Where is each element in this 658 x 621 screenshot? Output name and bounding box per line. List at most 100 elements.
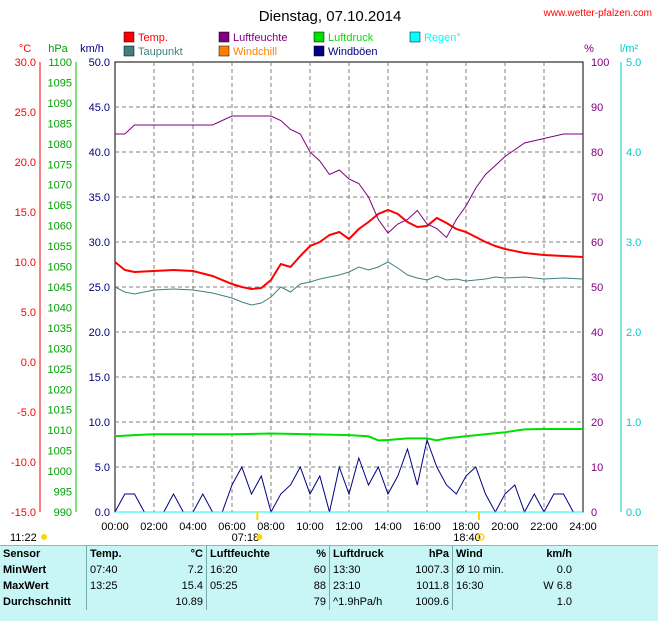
sunrise-icon bbox=[256, 534, 263, 540]
pressure-tick-label: 1045 bbox=[48, 282, 72, 294]
pressure-tick-label: 1020 bbox=[48, 384, 72, 396]
pressure-tick-label: 1075 bbox=[48, 159, 72, 171]
stats-press-time: 13:30 bbox=[329, 562, 396, 578]
series-line-temp bbox=[114, 261, 584, 306]
humidity-tick-label: 50 bbox=[591, 282, 603, 294]
pressure-tick-label: 1040 bbox=[48, 302, 72, 314]
legend-swatch bbox=[218, 31, 230, 43]
rain-tick-label: 3.0 bbox=[626, 237, 641, 249]
chart-title: Dienstag, 07.10.2014 bbox=[259, 8, 402, 25]
temp-tick-label: -5.0 bbox=[17, 407, 36, 419]
sun-times: 11:22 07:18 18:40 bbox=[10, 512, 485, 544]
stats-hum-value: 60 bbox=[313, 564, 326, 576]
site-url: www.wetter-pfalzen.com bbox=[543, 8, 652, 19]
rain-tick-label: 4.0 bbox=[626, 147, 641, 159]
wind-tick-label: 10.0 bbox=[89, 417, 110, 429]
stats-row-min: MinWert 07:40 7.2 16:20 60 13:30 1007.3 … bbox=[0, 562, 575, 578]
legend-swatch bbox=[409, 31, 421, 43]
stats-table: Sensor Temp. °C Luftfeuchte % Luftdruck … bbox=[0, 546, 575, 610]
time-tick-label: 06:00 bbox=[218, 521, 246, 533]
stats-temp-time: 13:25 bbox=[86, 578, 148, 594]
legend-label: Temp. bbox=[138, 32, 168, 44]
wind-tick-label: 40.0 bbox=[89, 147, 110, 159]
time-tick-label: 22:00 bbox=[530, 521, 558, 533]
sunset-icon bbox=[477, 533, 485, 541]
axis-unit-label: km/h bbox=[80, 43, 104, 55]
stats-header-hum: Luftfeuchte bbox=[206, 546, 293, 562]
stats-header-sensor: Sensor bbox=[3, 548, 41, 560]
time-tick-label: 14:00 bbox=[374, 521, 402, 533]
humidity-tick-label: 100 bbox=[591, 57, 609, 69]
stats-wind-value: W 6.8 bbox=[543, 580, 572, 592]
time-tick-label: 12:00 bbox=[335, 521, 363, 533]
rain-tick-label: 2.0 bbox=[626, 327, 641, 339]
wind-tick-label: 25.0 bbox=[89, 282, 110, 294]
stats-hum-value: 88 bbox=[313, 580, 326, 592]
stats-temp-value: 7.2 bbox=[187, 564, 203, 576]
legend-label: Regen° bbox=[424, 32, 461, 44]
temp-tick-label: 0.0 bbox=[21, 357, 36, 369]
temp-tick-label: 5.0 bbox=[21, 307, 36, 319]
stats-press-time: ^1.9hPa/h bbox=[329, 594, 396, 610]
pressure-tick-label: 1100 bbox=[48, 57, 72, 69]
pressure-tick-label: 990 bbox=[54, 507, 72, 519]
stats-panel: Sensor Temp. °C Luftfeuchte % Luftdruck … bbox=[0, 545, 658, 621]
pressure-tick-label: 1080 bbox=[48, 139, 72, 151]
sunset-time: 18:40 bbox=[453, 532, 481, 544]
time-tick-label: 24:00 bbox=[569, 521, 597, 533]
wind-tick-label: 5.0 bbox=[95, 462, 110, 474]
wind-tick-label: 15.0 bbox=[89, 372, 110, 384]
stats-hum-time bbox=[206, 594, 293, 610]
humidity-tick-label: 60 bbox=[591, 237, 603, 249]
wind-tick-label: 0.0 bbox=[95, 507, 110, 519]
x-axis-ticks: 00:00 02:00 04:00 06:00 08:00 10:00 12:00 14:00… bbox=[101, 521, 597, 533]
stats-header-press: Luftdruck bbox=[329, 546, 396, 562]
pressure-tick-label: 1050 bbox=[48, 262, 72, 274]
series-line-temp bbox=[114, 208, 584, 291]
pressure-tick-label: 1000 bbox=[48, 466, 72, 478]
wind-tick-label: 30.0 bbox=[89, 237, 110, 249]
pressure-tick-label: 1070 bbox=[48, 180, 72, 192]
temp-tick-label: -15.0 bbox=[11, 507, 36, 519]
time-tick-label: 00:00 bbox=[101, 521, 129, 533]
legend: Temp. Luftfeuchte Luftdruck Regen° Taupunkt W… bbox=[123, 31, 461, 58]
wind-tick-label: 50.0 bbox=[89, 57, 110, 69]
legend-label: Taupunkt bbox=[138, 46, 183, 58]
temp-tick-label: 15.0 bbox=[15, 207, 36, 219]
time-tick-label: 04:00 bbox=[179, 521, 207, 533]
temp-tick-label: -10.0 bbox=[11, 457, 36, 469]
stats-header-wind-unit: km/h bbox=[546, 548, 572, 560]
humidity-tick-label: 90 bbox=[591, 102, 603, 114]
stats-temp-value: 10.89 bbox=[175, 596, 203, 608]
stats-press-time: 23:10 bbox=[329, 578, 396, 594]
pressure-tick-label: 1010 bbox=[48, 425, 72, 437]
time-tick-label: 02:00 bbox=[140, 521, 168, 533]
legend-swatch bbox=[313, 45, 325, 57]
humidity-tick-label: 20 bbox=[591, 417, 603, 429]
stats-row-max: MaxWert 13:25 15.4 05:25 88 23:10 1011.8… bbox=[0, 578, 575, 594]
stats-wind-value: 1.0 bbox=[556, 596, 572, 608]
stats-header-hum-unit: % bbox=[316, 548, 326, 560]
pressure-tick-label: 1085 bbox=[48, 118, 72, 130]
axis-units: °C hPa km/h% l/m² bbox=[19, 43, 639, 55]
stats-hum-time: 16:20 bbox=[206, 562, 293, 578]
stats-row-avg: Durchschnitt 10.89 79 ^1.9hPa/h 1009.6 1… bbox=[0, 594, 575, 610]
pressure-tick-label: 1055 bbox=[48, 241, 72, 253]
stats-press-value: 1011.8 bbox=[416, 580, 449, 592]
pressure-tick-label: 1015 bbox=[48, 405, 72, 417]
pressure-tick-label: 1095 bbox=[48, 77, 72, 89]
stats-header-temp: Temp. bbox=[86, 546, 148, 562]
axis-unit-label: l/m² bbox=[620, 43, 639, 55]
legend-label: Windböen bbox=[328, 46, 378, 58]
y-axis-ticks: 30.0 25.0 20.0 15.0 10.0 5.0 0.0 -5.0 -10.0 -15.0… bbox=[11, 57, 641, 519]
stats-temp-time bbox=[86, 594, 148, 610]
time-tick-label: 10:00 bbox=[296, 521, 324, 533]
pressure-tick-label: 1060 bbox=[48, 221, 72, 233]
stats-header-press-unit: hPa bbox=[428, 548, 449, 560]
pressure-tick-label: 1065 bbox=[48, 200, 72, 212]
legend-swatch bbox=[123, 45, 135, 57]
rain-tick-label: 0.0 bbox=[626, 507, 641, 519]
stats-press-value: 1007.3 bbox=[415, 564, 449, 576]
moon-icon bbox=[41, 534, 47, 540]
temp-tick-label: 10.0 bbox=[15, 257, 36, 269]
